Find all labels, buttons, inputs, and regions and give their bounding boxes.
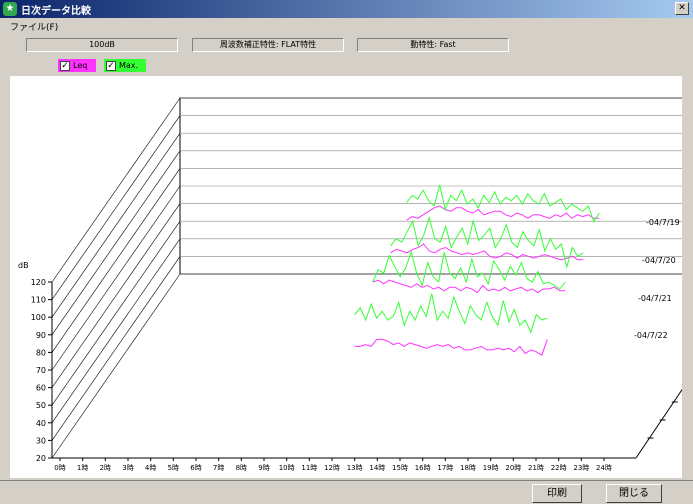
x-tick-label: 14時	[369, 464, 385, 472]
y-tick-label: 60	[36, 384, 46, 393]
x-tick-label: 24時	[596, 464, 612, 472]
x-tick-label: 1時	[77, 464, 88, 472]
x-tick-label: 10時	[279, 464, 295, 472]
close-window-button[interactable]: ✕	[675, 2, 689, 15]
leq-line-day-1	[354, 338, 548, 356]
x-tick-label: 11時	[301, 464, 317, 472]
x-tick-label: 4時	[145, 464, 156, 472]
x-tick-label: 5時	[168, 464, 179, 472]
x-tick-label: 0時	[54, 464, 65, 472]
checkbox-checked-icon: ✓	[106, 60, 116, 71]
title-bar: ★ 日次データ比較 ✕	[0, 0, 693, 18]
grid-line-side	[51, 273, 181, 459]
app-icon: ★	[3, 2, 17, 16]
grid-line-side	[51, 203, 181, 388]
leq-line-day-3	[390, 243, 584, 261]
level-info: 100dB	[26, 38, 178, 52]
leq-line-day-2	[372, 279, 566, 294]
grid-line-side	[51, 168, 181, 353]
close-button[interactable]: 閉じる	[606, 484, 662, 503]
x-tick-label: 7時	[213, 464, 224, 472]
max-line-day-1	[354, 293, 548, 334]
y-tick-label: 30	[36, 436, 46, 445]
y-tick-label: 110	[31, 296, 46, 305]
x-tick-label: 13時	[347, 464, 363, 472]
x-tick-label: 6時	[190, 464, 201, 472]
grid-line-side	[51, 133, 181, 318]
date-label: -04/7/20	[642, 256, 676, 265]
x-tick-label: 9時	[258, 464, 269, 472]
grid-line-side	[51, 238, 181, 423]
x-tick-label: 20時	[505, 464, 521, 472]
x-tick-label: 12時	[324, 464, 340, 472]
weighting-info: 周波数補正特性: FLAT特性	[192, 38, 344, 52]
chart-area: dB 120 110 100 90 80 70 60 50 40 30 20 0時 1時 2時 3時 4時 5時 6…	[10, 76, 693, 478]
depth-axis	[635, 372, 693, 459]
max-label: Max.	[119, 61, 139, 70]
x-tick-label: 21時	[528, 464, 544, 472]
menu-bar: ファイル(F)	[0, 18, 693, 34]
leq-line-day-4	[406, 205, 600, 221]
x-tick-label: 18時	[460, 464, 476, 472]
max-line-day-3	[390, 215, 584, 269]
dynamics-info: 動特性: Fast	[357, 38, 509, 52]
grid-line-side	[51, 256, 181, 441]
grid-line-side	[51, 97, 181, 283]
y-tick-label: 40	[36, 419, 46, 428]
y-tick-label: 100	[31, 313, 46, 322]
x-tick-label: 19時	[483, 464, 499, 472]
footer-divider	[0, 480, 693, 481]
x-tick-label: 22時	[551, 464, 567, 472]
y-tick-label: 90	[36, 331, 46, 340]
x-tick-label: 2時	[100, 464, 111, 472]
date-label: -04/7/19	[646, 218, 680, 227]
grid-line-side	[51, 221, 181, 406]
y-tick-label: 120	[31, 278, 46, 287]
max-line-day-4	[406, 184, 600, 223]
y-tick-label: 80	[36, 348, 46, 357]
y-tick-label: 20	[36, 454, 46, 463]
menu-file[interactable]: ファイル(F)	[10, 23, 59, 33]
y-tick-label: 50	[36, 401, 46, 410]
grid-line-side	[51, 150, 181, 335]
window-title: 日次データ比較	[21, 5, 91, 17]
x-tick-label: 3時	[122, 464, 133, 472]
x-tick-label: 15時	[392, 464, 408, 472]
x-tick-label: 23時	[573, 464, 589, 472]
x-tick-label: 17時	[437, 464, 453, 472]
x-tick-label: 16時	[415, 464, 431, 472]
leq-toggle[interactable]: ✓ Leq	[58, 59, 96, 72]
date-label: -04/7/22	[634, 331, 668, 340]
grid-line-side	[51, 185, 181, 371]
print-button[interactable]: 印刷	[532, 484, 582, 503]
y-axis-label: dB	[18, 261, 29, 270]
x-tick-label: 8時	[236, 464, 247, 472]
checkbox-checked-icon: ✓	[60, 60, 70, 71]
max-toggle[interactable]: ✓ Max.	[104, 59, 146, 72]
y-tick-label: 70	[36, 366, 46, 375]
max-line-day-2	[372, 250, 566, 290]
leq-label: Leq	[73, 61, 88, 70]
date-label: -04/7/21	[638, 294, 672, 303]
grid-line-side	[51, 115, 181, 300]
